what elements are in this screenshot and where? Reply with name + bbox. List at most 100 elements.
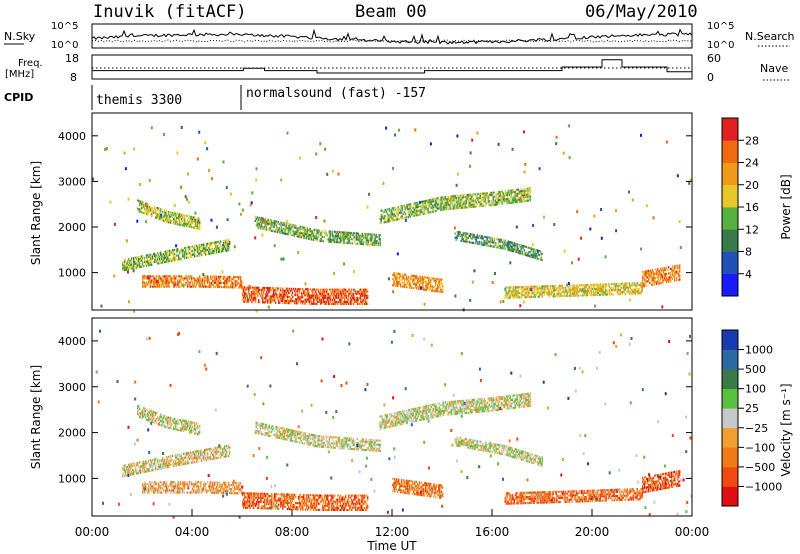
heatmap-cell (147, 211, 149, 214)
heatmap-cell (145, 407, 147, 410)
heatmap-cell (403, 277, 405, 280)
heatmap-cell (162, 261, 164, 264)
heatmap-cell (192, 285, 194, 288)
heatmap-cell (265, 295, 267, 298)
heatmap-cell (307, 233, 309, 236)
heatmap-cell (315, 294, 317, 297)
heatmap-cell (174, 216, 176, 219)
heatmap-cell (396, 208, 398, 211)
heatmap-cell (168, 420, 170, 423)
heatmap-cell (163, 215, 165, 218)
heatmap-cell (187, 252, 189, 255)
heatmap-cell (161, 261, 163, 264)
heatmap-cell (518, 252, 520, 255)
heatmap-cell (251, 290, 253, 293)
heatmap-cell (639, 282, 641, 285)
heatmap-cell (183, 452, 185, 455)
heatmap-cell (147, 260, 149, 263)
heatmap-speckle (194, 211, 197, 215)
heatmap-cell (317, 288, 319, 291)
heatmap-cell (526, 252, 528, 255)
heatmap-cell (164, 257, 166, 260)
heatmap-cell (524, 292, 526, 295)
heatmap-cell (198, 252, 200, 255)
heatmap-cell (187, 215, 189, 218)
heatmap-cell (355, 292, 357, 295)
heatmap-cell (350, 298, 352, 301)
heatmap-cell (466, 238, 468, 241)
heatmap-cell (165, 214, 167, 217)
heatmap-cell (255, 299, 257, 302)
heatmap-cell (579, 284, 581, 287)
heatmap-cell (489, 245, 491, 248)
heatmap-cell (504, 198, 506, 201)
heatmap-cell (458, 196, 460, 199)
heatmap-cell (525, 292, 527, 295)
heatmap-cell (665, 277, 667, 280)
heatmap-cell (590, 294, 592, 297)
heatmap-cell (585, 290, 587, 293)
heatmap-cell (328, 240, 330, 243)
heatmap-cell (177, 258, 179, 261)
heatmap-cell (202, 455, 204, 458)
heatmap-cell (226, 286, 228, 289)
heatmap-cell (260, 288, 262, 291)
heatmap-cell (268, 287, 270, 290)
heatmap-cell (442, 198, 444, 201)
heatmap-cell (168, 217, 170, 220)
noise-left-label: N.Sky (4, 30, 36, 43)
heatmap-cell (422, 282, 424, 285)
heatmap-cell (468, 206, 470, 209)
heatmap-cell (214, 455, 216, 458)
heatmap-cell (523, 187, 525, 190)
heatmap-cell (450, 201, 452, 204)
heatmap-cell (590, 283, 592, 286)
heatmap-cell (244, 290, 246, 293)
heatmap-cell (313, 302, 315, 305)
heatmap-cell (528, 197, 530, 200)
heatmap-cell (475, 195, 477, 198)
heatmap-cell (253, 286, 255, 289)
heatmap-speckle (471, 280, 474, 284)
heatmap-cell (313, 228, 315, 231)
heatmap-cell (162, 416, 164, 419)
heatmap-cell (369, 243, 371, 246)
heatmap-cell (211, 447, 213, 450)
heatmap-cell (668, 278, 670, 281)
heatmap-cell (522, 247, 524, 250)
heatmap-cell (534, 293, 536, 296)
heatmap-cell (347, 290, 349, 293)
heatmap-cell (489, 193, 491, 196)
heatmap-cell (356, 232, 358, 235)
heatmap-cell (444, 196, 446, 199)
heatmap-cell (314, 298, 316, 301)
heatmap-cell (559, 293, 561, 296)
heatmap-cell (397, 282, 399, 285)
colorbar-swatch (722, 184, 738, 208)
heatmap-cell (148, 207, 150, 210)
heatmap-cell (671, 267, 673, 270)
heatmap-cell (672, 271, 674, 274)
heatmap-cell (135, 266, 137, 269)
beam-title: Beam 00 (355, 2, 427, 22)
heatmap-cell (512, 250, 514, 253)
heatmap-cell (247, 288, 249, 291)
heatmap-cell (227, 277, 229, 280)
heatmap-cell (144, 265, 146, 268)
heatmap-cell (152, 279, 154, 282)
heatmap-cell (184, 216, 186, 219)
heatmap-cell (492, 191, 494, 194)
heatmap-cell (485, 242, 487, 245)
heatmap-cell (196, 227, 198, 230)
heatmap-cell (261, 297, 263, 300)
heatmap-cell (201, 449, 203, 452)
heatmap-cell (180, 275, 182, 278)
heatmap-cell (589, 294, 591, 297)
heatmap-cell (152, 410, 154, 413)
heatmap-cell (163, 416, 165, 419)
noise-right-tick-bottom: 10^0 (707, 40, 734, 51)
heatmap-cell (394, 282, 396, 285)
heatmap-cell (501, 200, 503, 203)
heatmap-cell (646, 272, 648, 275)
heatmap-cell (205, 285, 207, 288)
